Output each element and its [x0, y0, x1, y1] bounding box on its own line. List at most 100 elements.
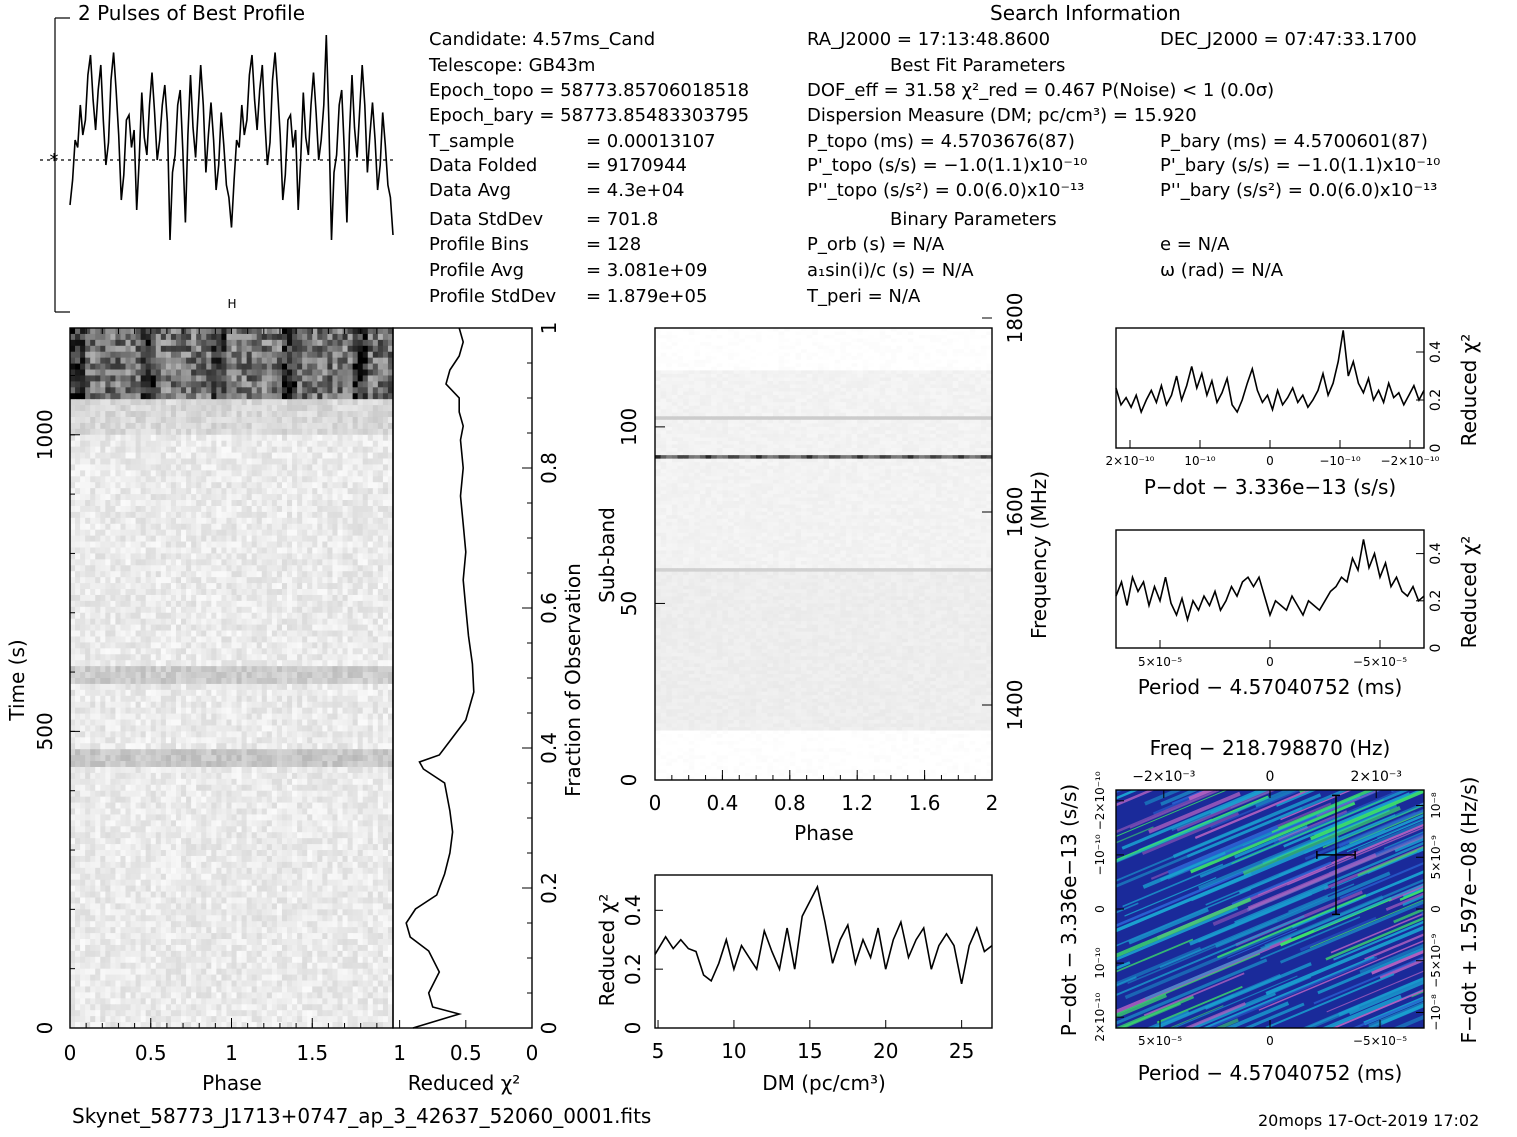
time-phase-cell	[201, 625, 206, 631]
time-phase-cell	[277, 684, 282, 690]
time-phase-cell	[191, 666, 196, 672]
time-phase-cell	[302, 441, 307, 447]
time-phase-cell	[317, 648, 322, 654]
time-phase-cell	[70, 459, 75, 465]
time-phase-cell	[146, 625, 151, 631]
time-phase-cell	[252, 773, 257, 779]
time-phase-cell	[196, 696, 201, 702]
time-phase-cell	[312, 702, 317, 708]
time-phase-cell	[161, 702, 166, 708]
time-phase-cell	[201, 547, 206, 553]
time-phase-cell	[141, 636, 146, 642]
time-phase-cell	[105, 453, 110, 459]
time-phase-cell	[181, 536, 186, 542]
time-phase-cell	[287, 553, 292, 559]
time-phase-cell	[191, 714, 196, 720]
time-phase-cell	[368, 696, 373, 702]
time-phase-cell	[348, 642, 353, 648]
time-phase-cell	[161, 524, 166, 530]
time-phase-cell	[136, 346, 141, 352]
time-phase-cell	[237, 399, 242, 405]
time-phase-cell	[332, 571, 337, 577]
time-phase-cell	[307, 405, 312, 411]
time-phase-cell	[115, 553, 120, 559]
time-phase-cell	[277, 358, 282, 364]
time-phase-cell	[151, 547, 156, 553]
time-phase-cell	[90, 453, 95, 459]
time-phase-cell	[292, 411, 297, 417]
time-phase-cell	[176, 393, 181, 399]
time-phase-cell	[196, 358, 201, 364]
time-phase-cell	[90, 571, 95, 577]
time-phase-cell	[196, 370, 201, 376]
time-phase-cell	[322, 464, 327, 470]
time-phase-cell	[282, 779, 287, 785]
time-phase-cell	[237, 352, 242, 358]
time-phase-cell	[85, 708, 90, 714]
time-phase-cell	[242, 743, 247, 749]
time-phase-cell	[201, 577, 206, 583]
time-phase-cell	[262, 488, 267, 494]
time-phase-cell	[110, 506, 115, 512]
time-phase-cell	[70, 464, 75, 470]
time-phase-cell	[105, 411, 110, 417]
time-phase-cell	[161, 714, 166, 720]
time-phase-cell	[242, 553, 247, 559]
profile-mean-marker: *	[50, 150, 59, 171]
time-phase-image	[70, 328, 393, 1028]
time-phase-cell	[211, 405, 216, 411]
time-phase-cell	[95, 654, 100, 660]
time-phase-cell	[141, 328, 146, 334]
time-phase-cell	[277, 714, 282, 720]
time-phase-cell	[201, 773, 206, 779]
time-phase-cell	[378, 553, 383, 559]
time-phase-cell	[196, 536, 201, 542]
time-phase-cell	[317, 636, 322, 642]
time-phase-cell	[100, 542, 105, 548]
time-phase-cell	[317, 583, 322, 589]
time-phase-cell	[95, 684, 100, 690]
time-phase-cell	[201, 423, 206, 429]
time-phase-cell	[176, 435, 181, 441]
time-phase-cell	[373, 476, 378, 482]
time-phase-cell	[363, 767, 368, 773]
time-phase-cell	[186, 666, 191, 672]
time-phase-cell	[131, 340, 136, 346]
time-phase-cell	[287, 589, 292, 595]
time-phase-cell	[272, 708, 277, 714]
time-phase-cell	[332, 678, 337, 684]
time-phase-cell	[146, 702, 151, 708]
time-phase-cell	[136, 459, 141, 465]
time-phase-cell	[95, 464, 100, 470]
time-phase-cell	[166, 577, 171, 583]
time-phase-cell	[332, 506, 337, 512]
time-phase-cell	[282, 755, 287, 761]
time-phase-cell	[120, 636, 125, 642]
time-phase-cell	[287, 666, 292, 672]
time-phase-cell	[368, 601, 373, 607]
time-phase-cell	[343, 453, 348, 459]
time-phase-cell	[378, 725, 383, 731]
time-phase-cell	[267, 577, 272, 583]
time-phase-cell	[327, 571, 332, 577]
time-phase-cell	[343, 648, 348, 654]
time-phase-cell	[126, 749, 131, 755]
time-phase-cell	[358, 364, 363, 370]
time-phase-cell	[272, 470, 277, 476]
time-phase-cell	[211, 761, 216, 767]
time-phase-cell	[151, 512, 156, 518]
time-phase-cell	[373, 553, 378, 559]
time-phase-cell	[95, 524, 100, 530]
time-phase-cell	[277, 779, 282, 785]
time-phase-cell	[211, 381, 216, 387]
time-phase-cell	[232, 500, 237, 506]
time-phase-cell	[80, 725, 85, 731]
time-phase-cell	[146, 559, 151, 565]
time-phase-cell	[282, 583, 287, 589]
time-phase-cell	[221, 370, 226, 376]
time-phase-cell	[358, 755, 363, 761]
time-phase-cell	[136, 441, 141, 447]
time-phase-cell	[358, 482, 363, 488]
time-phase-cell	[85, 660, 90, 666]
time-phase-cell	[363, 654, 368, 660]
